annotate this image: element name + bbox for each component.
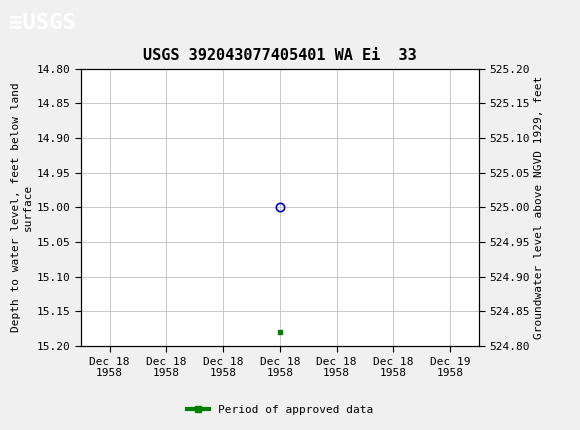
Y-axis label: Depth to water level, feet below land
surface: Depth to water level, feet below land su… bbox=[11, 83, 33, 332]
Y-axis label: Groundwater level above NGVD 1929, feet: Groundwater level above NGVD 1929, feet bbox=[534, 76, 543, 339]
Title: USGS 392043077405401 WA Ei  33: USGS 392043077405401 WA Ei 33 bbox=[143, 49, 416, 64]
Legend: Period of approved data: Period of approved data bbox=[182, 401, 378, 420]
Text: ≡USGS: ≡USGS bbox=[9, 12, 75, 33]
